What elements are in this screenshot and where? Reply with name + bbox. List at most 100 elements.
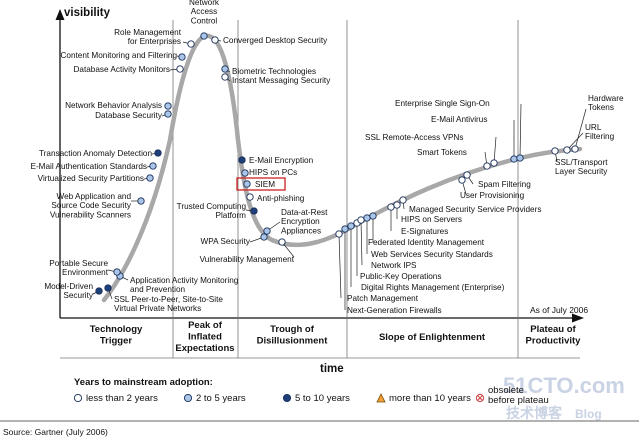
legend-label-lt2: less than 2 years <box>86 393 158 404</box>
phase-label-technology-trigger: Technology Trigger <box>90 324 143 347</box>
axes: visibility time <box>55 7 584 375</box>
marker-trusted-computing-platform <box>250 207 258 215</box>
legend-marker-2to5 <box>183 393 193 403</box>
label-user-provisioning: User Provisioning <box>460 191 525 200</box>
legend-marker-lt2 <box>73 393 83 403</box>
label-patch-management: Patch Management <box>347 294 419 303</box>
watermark-text-2: 技术博客 <box>506 405 563 421</box>
leader-enterprise-single-sign-on <box>519 103 522 159</box>
marker-spam-filtering <box>463 171 471 179</box>
marker-model-driven-security <box>95 287 103 295</box>
x-axis-arrow <box>572 313 584 323</box>
phase-labels: Technology Trigger Peak of Inflated Expectat… <box>90 320 581 354</box>
label-federated-identity-management: Federated Identity Management <box>368 238 485 247</box>
marker-hips-on-servers <box>393 201 401 209</box>
marker-database-security <box>164 110 172 118</box>
label-ssl-transport-layer-security: SSL/Transport Layer Security <box>555 158 608 176</box>
marker-patch-management <box>335 230 343 238</box>
legend-item-gt10: more than 10 years <box>376 393 471 404</box>
marker-ssl-transport-layer-security <box>551 147 559 155</box>
leader-ssl-remote-access-vpns <box>493 136 497 164</box>
label-web-services-security-standards: Web Services Security Standards <box>371 250 493 259</box>
marker-e-mail-authentication-standards <box>149 162 157 170</box>
marker-smart-tokens <box>483 162 491 170</box>
label-siem: SIEM <box>255 180 275 189</box>
label-trusted-computing-platform: Trusted Computing Platform <box>177 202 247 220</box>
marker-federated-identity-management <box>369 212 377 220</box>
marker-role-management-for-enterprises <box>187 40 195 48</box>
hype-curve <box>101 33 583 303</box>
marker-instant-messaging-security <box>221 73 229 81</box>
marker-siem <box>243 180 251 188</box>
label-transaction-anomaly-detection: Transaction Anomaly Detection <box>39 149 152 158</box>
label-application-activity-monitoring-and-prevention: Application Activity Monitoring and Preve… <box>130 276 239 294</box>
label-database-security: Database Security <box>95 111 163 120</box>
label-ssl-remote-access-vpns: SSL Remote-Access VPNs <box>365 133 463 142</box>
marker-virtualized-security-partitions <box>146 174 154 182</box>
label-network-behavior-analysis: Network Behavior Analysis <box>65 101 162 110</box>
label-converged-desktop-security: Converged Desktop Security <box>223 36 328 45</box>
label-content-monitoring-and-filtering: Content Monitoring and Filtering <box>60 51 177 60</box>
legend-label-gt10: more than 10 years <box>389 393 471 404</box>
phase-label-peak-of-inflated-expectations: Peak of Inflated Expectations <box>175 320 234 354</box>
marker-anti-phishing <box>246 193 254 201</box>
marker-enterprise-single-sign-on <box>516 154 524 162</box>
siem-highlight-box <box>236 177 286 191</box>
label-e-mail-encryption: E-Mail Encryption <box>249 156 314 165</box>
label-data-at-rest-encryption-appliances: Data-at-Rest Encryption Appliances <box>281 208 328 235</box>
label-database-activity-monitors: Database Activity Monitors <box>74 65 170 74</box>
marker-wpa-security <box>260 233 268 241</box>
legend-marker-5to10 <box>282 393 292 403</box>
marker-hips-on-pcs <box>241 169 249 177</box>
marker-managed-security-service-providers <box>399 196 407 204</box>
label-instant-messaging-security: Instant Messaging Security <box>232 76 331 85</box>
marker-url-filtering <box>563 146 571 154</box>
legend-label-2to5: 2 to 5 years <box>196 393 246 404</box>
label-public-key-operations: Public-Key Operations <box>360 272 441 281</box>
marker-user-provisioning <box>458 176 466 184</box>
marker-ssl-remote-access-vpns <box>490 159 498 167</box>
marker-network-access-control <box>200 32 208 40</box>
legend-item-lt2: less than 2 years <box>73 393 158 404</box>
label-e-mail-antivirus: E-Mail Antivirus <box>431 115 487 124</box>
marker-next-generation-firewalls <box>341 225 349 233</box>
watermark: 51CTO.com 技术博客 Blog <box>503 373 625 421</box>
as-of-date: As of July 2006 <box>530 305 588 315</box>
technology-labels: Model-Driven Security SSL Peer-to-Peer, Si… <box>30 0 623 315</box>
y-axis-title: visibility <box>64 7 111 19</box>
legend-item-5to10: 5 to 10 years <box>282 393 350 404</box>
phase-label-trough-of-disillusionment: Trough of Disillusionment <box>257 324 329 347</box>
marker-hardware-tokens <box>571 145 579 153</box>
marker-digital-rights-management-enterprise <box>347 222 355 230</box>
label-hips-on-pcs: HIPS on PCs <box>249 168 297 177</box>
label-wpa-security: WPA Security <box>201 237 251 246</box>
legend-marker-gt10 <box>376 393 386 403</box>
marker-e-mail-encryption <box>238 156 246 164</box>
legend-item-2to5: 2 to 5 years <box>183 393 246 404</box>
label-next-generation-firewalls: Next-Generation Firewalls <box>347 306 442 315</box>
phase-label-plateau-of-productivity: Plateau of Productivity <box>526 324 582 347</box>
label-e-mail-authentication-standards: E-Mail Authentication Standards <box>30 162 147 171</box>
marker-ssl-peer-to-peer-site-to-site-virtual-private-networks <box>104 284 112 292</box>
y-axis-arrow <box>55 9 65 20</box>
marker-portable-secure-environment <box>113 268 121 276</box>
label-digital-rights-management-enterprise: Digital Rights Management (Enterprise) <box>361 283 505 292</box>
label-network-access-control: Network Access Control <box>189 0 220 25</box>
technology-markers <box>95 32 579 295</box>
legend: Years to mainstream adoption: less than … <box>73 377 549 406</box>
label-hips-on-servers: HIPS on Servers <box>401 215 462 224</box>
leader-network-ips <box>360 219 363 266</box>
label-ssl-peer-to-peer-site-to-site-virtual-private-networks: SSL Peer-to-Peer, Site-to-Site Virtual Pr… <box>114 295 223 313</box>
marker-network-behavior-analysis <box>164 102 172 110</box>
marker-e-mail-antivirus <box>510 155 518 163</box>
label-virtualized-security-partitions: Virtualized Security Partitions <box>38 174 144 183</box>
marker-converged-desktop-security <box>211 36 219 44</box>
label-portable-secure-environment: Portable Secure Environment <box>49 259 108 277</box>
legend-item-obs: obsolete before plateau <box>475 385 549 406</box>
marker-content-monitoring-and-filtering <box>178 53 186 61</box>
leader-hardware-tokens <box>574 108 587 150</box>
marker-database-activity-monitors <box>176 65 184 73</box>
leader-lines <box>92 39 587 310</box>
label-spam-filtering: Spam Filtering <box>478 180 531 189</box>
